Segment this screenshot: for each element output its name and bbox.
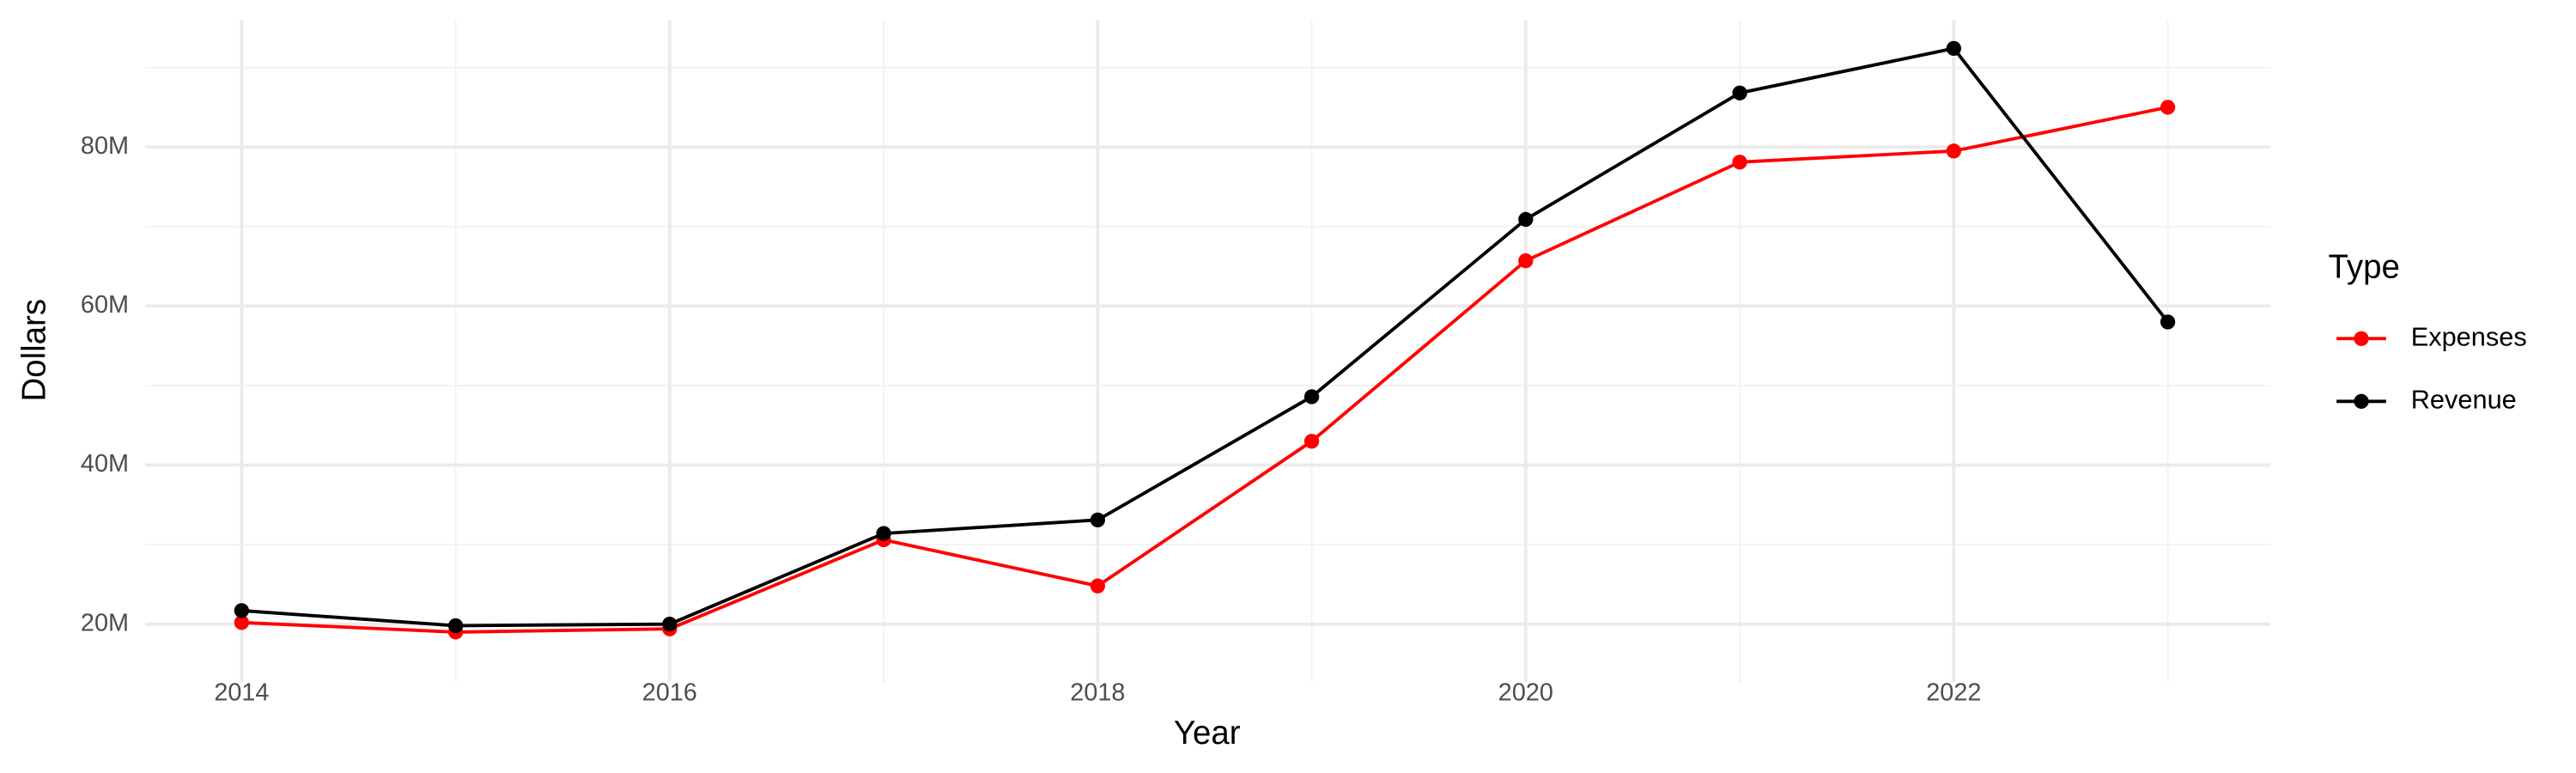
y-tick-label: 20M [81,609,129,636]
x-tick-label: 2020 [1498,679,1553,706]
legend-label: Revenue [2411,384,2517,414]
legend-label: Expenses [2411,321,2527,351]
data-point [1303,434,1320,449]
grid [145,20,2271,683]
data-point [1732,155,1747,170]
x-tick-label: 2014 [214,679,269,706]
data-point [1090,512,1106,528]
legend-key-point [2354,331,2369,346]
data-point [2160,314,2176,330]
x-tick-label: 2018 [1070,679,1125,706]
data-point [1946,40,1962,57]
x-tick-label: 2016 [642,679,697,706]
x-tick-label: 2022 [1926,679,1981,706]
data-point [1303,389,1320,405]
legend-title: Type [2329,249,2400,286]
y-tick-label: 80M [81,132,129,160]
data-point [234,615,250,630]
data-point [662,616,677,632]
data-point [2160,100,2176,115]
x-axis-title: Year [1174,715,1241,752]
y-axis-title: Dollars [15,299,52,402]
series-line [241,106,2168,634]
data-point [1732,85,1747,100]
data-point [876,526,891,541]
data-point [1518,211,1534,228]
y-tick-label: 60M [81,291,129,319]
data-point [234,603,250,618]
data-point [1518,253,1534,269]
series-line [241,46,2170,628]
legend-key-point [2354,393,2369,409]
data-point [1946,143,1962,159]
data-point [1090,578,1106,593]
y-tick-label: 40M [81,450,129,478]
data-point [447,618,464,634]
